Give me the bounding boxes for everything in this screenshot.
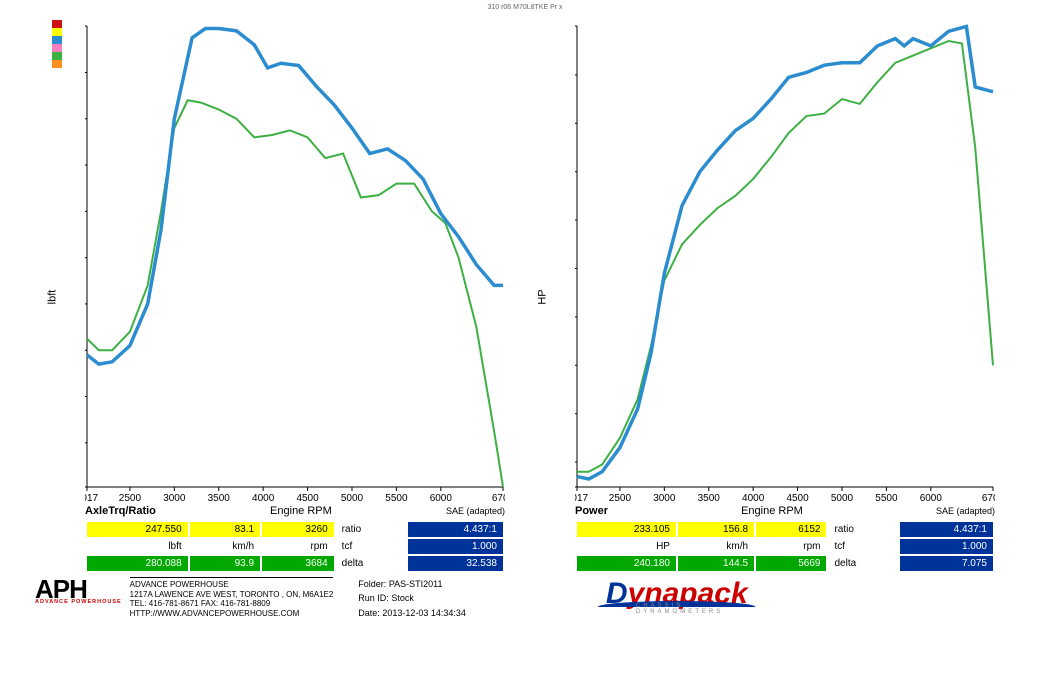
ratio-label-r: ratio bbox=[828, 522, 897, 537]
svg-text:4000: 4000 bbox=[252, 493, 275, 504]
tq-max-3: 3684 bbox=[262, 556, 334, 571]
svg-text:6000: 6000 bbox=[920, 493, 943, 504]
svg-text:3000: 3000 bbox=[163, 493, 186, 504]
svg-text:2017: 2017 bbox=[85, 493, 99, 504]
tq-max-1: 280.088 bbox=[87, 556, 188, 571]
tcf-label-r: tcf bbox=[828, 539, 897, 554]
run-metadata: Folder: PAS-STI2011 Run ID: Stock Date: … bbox=[358, 577, 466, 620]
power-axis-name: Power bbox=[575, 505, 608, 517]
unit-hp: HP bbox=[577, 539, 676, 554]
torque-x-label: Engine RPM bbox=[270, 505, 332, 517]
hp-val-3: 6152 bbox=[756, 522, 826, 537]
svg-text:5000: 5000 bbox=[831, 493, 854, 504]
ratio-value-r: 4.437:1 bbox=[900, 522, 993, 537]
torque-data-table: 247.550 83.1 3260 ratio 4.437:1 lbft km/… bbox=[85, 520, 505, 573]
power-chart: HP 49.760.080.0100.0120.0140.0160.0180.0… bbox=[505, 20, 995, 573]
svg-text:6700: 6700 bbox=[492, 493, 505, 504]
svg-text:4500: 4500 bbox=[296, 493, 319, 504]
ratio-label: ratio bbox=[336, 522, 406, 537]
svg-text:5500: 5500 bbox=[875, 493, 898, 504]
torque-sae-label: SAE (adapted) bbox=[446, 506, 505, 516]
unit-rpm-r: rpm bbox=[756, 539, 826, 554]
svg-text:5000: 5000 bbox=[341, 493, 364, 504]
unit-rpm: rpm bbox=[262, 539, 334, 554]
svg-text:2500: 2500 bbox=[609, 493, 632, 504]
ratio-value: 4.437:1 bbox=[408, 522, 503, 537]
tcf-value-r: 1.000 bbox=[900, 539, 993, 554]
svg-text:6700: 6700 bbox=[982, 493, 995, 504]
svg-text:3500: 3500 bbox=[698, 493, 721, 504]
unit-lbft: lbft bbox=[87, 539, 188, 554]
svg-text:2500: 2500 bbox=[119, 493, 142, 504]
svg-text:3500: 3500 bbox=[208, 493, 231, 504]
page-title: 310 r06 M70L8TKE Pr x bbox=[0, 4, 1050, 11]
aph-logo: APH ADVANCE POWERHOUSE bbox=[15, 577, 130, 604]
unit-kmh: km/h bbox=[190, 539, 260, 554]
torque-chart: lbft 80.9100.0120.0140.0160.0180.0200.02… bbox=[15, 20, 505, 573]
tq-val-3: 3260 bbox=[262, 522, 334, 537]
svg-text:5500: 5500 bbox=[385, 493, 408, 504]
tq-val-1: 247.550 bbox=[87, 522, 188, 537]
torque-y-label: lbft bbox=[46, 289, 58, 304]
power-y-label: HP bbox=[537, 289, 549, 304]
hp-val-1: 233.105 bbox=[577, 522, 676, 537]
power-sae-label: SAE (adapted) bbox=[936, 506, 995, 516]
delta-value: 32.538 bbox=[408, 556, 503, 571]
unit-kmh-r: km/h bbox=[678, 539, 754, 554]
dynapack-logo: Dynapack CHASSIS DYNAMOMETERS bbox=[606, 577, 748, 611]
torque-axis-name: AxleTrq/Ratio bbox=[85, 505, 156, 517]
tq-val-2: 83.1 bbox=[190, 522, 260, 537]
svg-text:6000: 6000 bbox=[430, 493, 453, 504]
tcf-value: 1.000 bbox=[408, 539, 503, 554]
hp-max-2: 144.5 bbox=[678, 556, 754, 571]
footer: APH ADVANCE POWERHOUSE ADVANCE POWERHOUS… bbox=[15, 577, 1035, 620]
hp-max-1: 240.180 bbox=[577, 556, 676, 571]
delta-label: delta bbox=[336, 556, 406, 571]
company-address: ADVANCE POWERHOUSE 1217A LAWENCE AVE WES… bbox=[130, 577, 334, 618]
delta-label-r: delta bbox=[828, 556, 897, 571]
svg-text:2017: 2017 bbox=[575, 493, 589, 504]
tq-max-2: 93.9 bbox=[190, 556, 260, 571]
svg-text:3000: 3000 bbox=[653, 493, 676, 504]
power-data-table: 233.105 156.8 6152 ratio 4.437:1 HP km/h… bbox=[575, 520, 995, 573]
svg-text:4000: 4000 bbox=[742, 493, 765, 504]
hp-val-2: 156.8 bbox=[678, 522, 754, 537]
hp-max-3: 5669 bbox=[756, 556, 826, 571]
power-x-label: Engine RPM bbox=[741, 505, 803, 517]
tcf-label: tcf bbox=[336, 539, 406, 554]
delta-value-r: 7.075 bbox=[900, 556, 993, 571]
svg-text:4500: 4500 bbox=[786, 493, 809, 504]
